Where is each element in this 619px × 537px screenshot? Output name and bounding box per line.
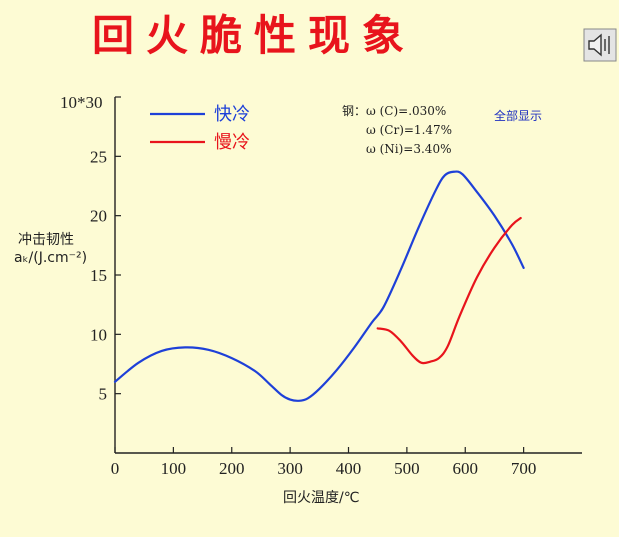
x-tick-label-100: 100 — [161, 459, 187, 478]
composition-annotation: 钢：ω (C)=.030% ω (Cr)=1.47% ω (Ni)=3.40% — [342, 104, 452, 156]
page-title: 回火脆性现象 — [92, 11, 417, 60]
speaker-button[interactable] — [583, 28, 617, 62]
show-all-button[interactable]: 全部显示 — [494, 108, 542, 123]
y-tick-label-15: 15 — [90, 266, 107, 285]
y-tick-label-25: 25 — [90, 147, 107, 166]
y-tick-label-20: 20 — [90, 207, 107, 226]
x-tick-label-200: 200 — [219, 459, 245, 478]
legend-label-fast-cooling: 快冷 — [214, 104, 250, 125]
chart-axes — [114, 97, 582, 454]
x-axis-label: 回火温度/℃ — [283, 490, 359, 506]
speaker-icon — [588, 33, 610, 57]
x-tick-label-0: 0 — [111, 459, 120, 478]
y-tick-label-5: 5 — [99, 385, 108, 404]
composition-line-cr: ω (Cr)=1.47% — [366, 123, 452, 137]
y-axis-label-line1: 冲击韧性 — [18, 232, 74, 248]
series-line-slow-cooling — [376, 216, 522, 365]
chart-legend: 快冷 慢冷 — [150, 104, 250, 153]
x-tick-label-600: 600 — [453, 459, 479, 478]
series-line-fast-cooling — [113, 170, 525, 402]
x-tick-label-300: 300 — [277, 459, 303, 478]
composition-line-c: 钢：ω (C)=.030% — [342, 104, 446, 118]
x-tick-label-500: 500 — [394, 459, 420, 478]
y-axis-label-line2: aₖ/(J.cm⁻²) — [14, 250, 87, 266]
composition-line-ni: ω (Ni)=3.40% — [366, 142, 451, 156]
y-tick-label-10: 10 — [90, 325, 107, 344]
x-tick-label-400: 400 — [336, 459, 362, 478]
x-tick-label-700: 700 — [511, 459, 537, 478]
y-axis-top-label: 10*30 — [60, 93, 103, 112]
legend-label-slow-cooling: 慢冷 — [214, 132, 250, 153]
